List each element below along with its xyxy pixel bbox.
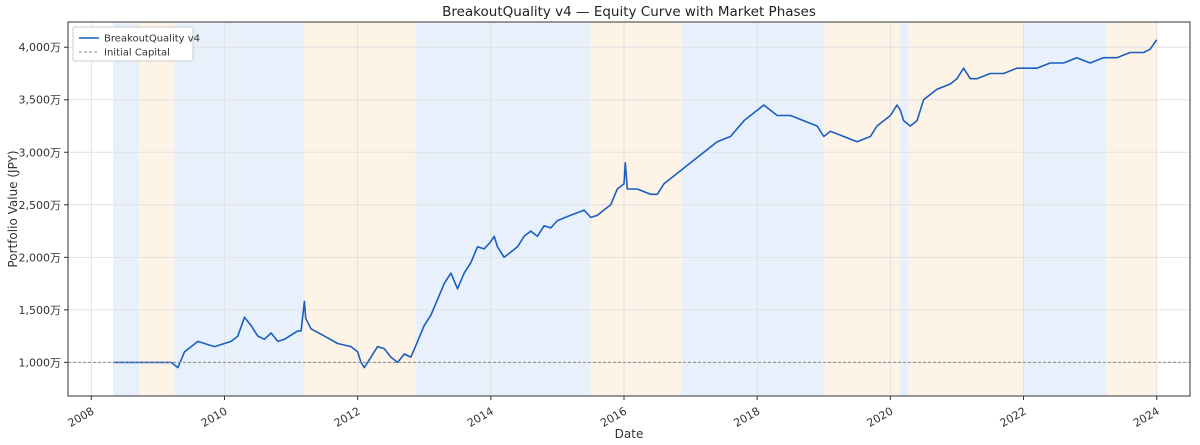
y-axis-ticks: 1,000万 1,500万 2,000万 2,500万 3,000万 3,500万 4,00…: [19, 41, 68, 369]
x-tick-label: 2012: [332, 405, 363, 430]
phase-band-bull: [1023, 21, 1108, 397]
phase-band-bull: [900, 21, 910, 397]
x-tick-label: 2018: [731, 405, 762, 430]
phase-band-bull: [681, 21, 825, 397]
y-tick-label: 1,500万: [19, 304, 62, 317]
phase-band-bull: [415, 21, 591, 397]
market-phase-bands: [113, 21, 1157, 397]
chart-title: BreakoutQuality v4 — Equity Curve with M…: [442, 4, 816, 20]
x-tick-label: 2014: [465, 405, 496, 430]
equity-curve-line: [113, 39, 1158, 369]
x-tick-label: 2008: [66, 405, 97, 430]
x-tick-label: 2016: [598, 405, 629, 430]
legend: BreakoutQuality v4 Initial Capital: [72, 26, 200, 62]
y-tick-label: 2,000万: [19, 251, 62, 264]
y-tick-label: 3,500万: [19, 94, 62, 107]
y-tick-label: 1,000万: [19, 356, 62, 369]
phase-band-bear: [1106, 21, 1157, 397]
x-tick-label: 2022: [998, 405, 1029, 430]
phase-band-bear: [823, 21, 901, 397]
x-tick-label: 2024: [1131, 405, 1162, 430]
phase-band-bear: [908, 21, 1024, 397]
y-tick-label: 2,500万: [19, 199, 62, 212]
legend-label-equity: BreakoutQuality v4: [104, 34, 200, 45]
phase-band-bull: [113, 21, 140, 397]
y-tick-label: 4,000万: [19, 41, 62, 54]
y-tick-label: 3,000万: [19, 146, 62, 159]
phase-band-bear: [304, 21, 416, 397]
y-axis-label: Portfolio Value (JPY): [6, 150, 20, 267]
legend-label-initial-capital: Initial Capital: [104, 48, 170, 59]
x-axis-label: Date: [615, 427, 644, 441]
x-tick-label: 2020: [865, 405, 896, 430]
plot-frame: [67, 21, 1191, 397]
phase-band-bear: [138, 21, 175, 397]
legend-box: [72, 26, 194, 62]
x-axis-ticks: 2008 2010 2012 2014 2016 2018 2020 2022 2024: [66, 396, 1162, 430]
x-tick-label: 2010: [199, 405, 230, 430]
series-group: [68, 39, 1190, 369]
